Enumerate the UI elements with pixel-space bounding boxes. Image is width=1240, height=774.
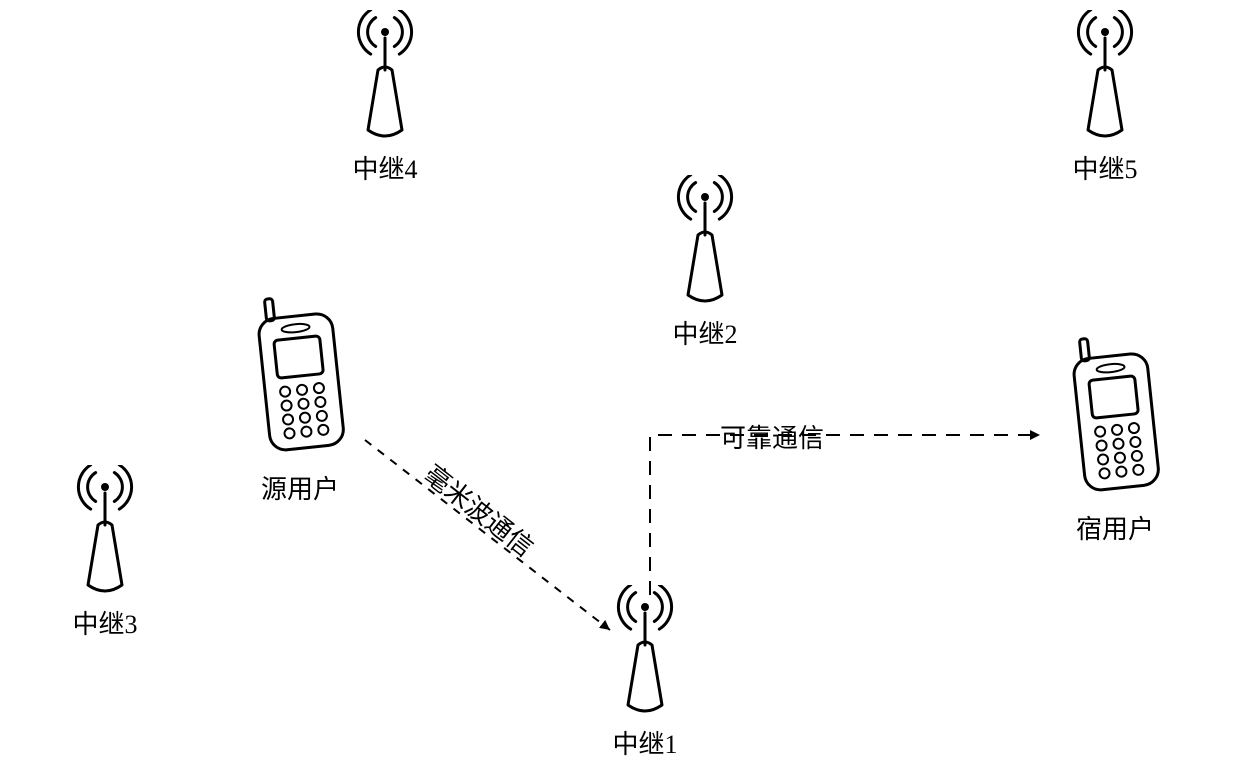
antenna-icon (60, 465, 150, 595)
relay-1: 中继1 (600, 585, 690, 761)
relay-3: 中继3 (60, 465, 150, 641)
phone-icon (240, 290, 360, 460)
relay-5: 中继5 (1060, 10, 1150, 186)
relay-2: 中继2 (660, 175, 750, 351)
edge-label-reliable: 可靠通信 (720, 418, 824, 455)
sink-user-label: 宿用户 (1055, 509, 1175, 546)
antenna-icon (1060, 10, 1150, 140)
source-user: 源用户 (240, 290, 360, 506)
antenna-icon (660, 175, 750, 305)
antenna-icon (600, 585, 690, 715)
relay-4-label: 中继4 (340, 149, 430, 186)
source-user-label: 源用户 (240, 469, 360, 506)
phone-icon (1055, 330, 1175, 500)
relay-1-label: 中继1 (600, 724, 690, 761)
relay-3-label: 中继3 (60, 604, 150, 641)
antenna-icon (340, 10, 430, 140)
edge-label-mmwave: 毫米波通信 (417, 455, 542, 564)
relay-2-label: 中继2 (660, 314, 750, 351)
sink-user: 宿用户 (1055, 330, 1175, 546)
relay-5-label: 中继5 (1060, 149, 1150, 186)
relay-4: 中继4 (340, 10, 430, 186)
